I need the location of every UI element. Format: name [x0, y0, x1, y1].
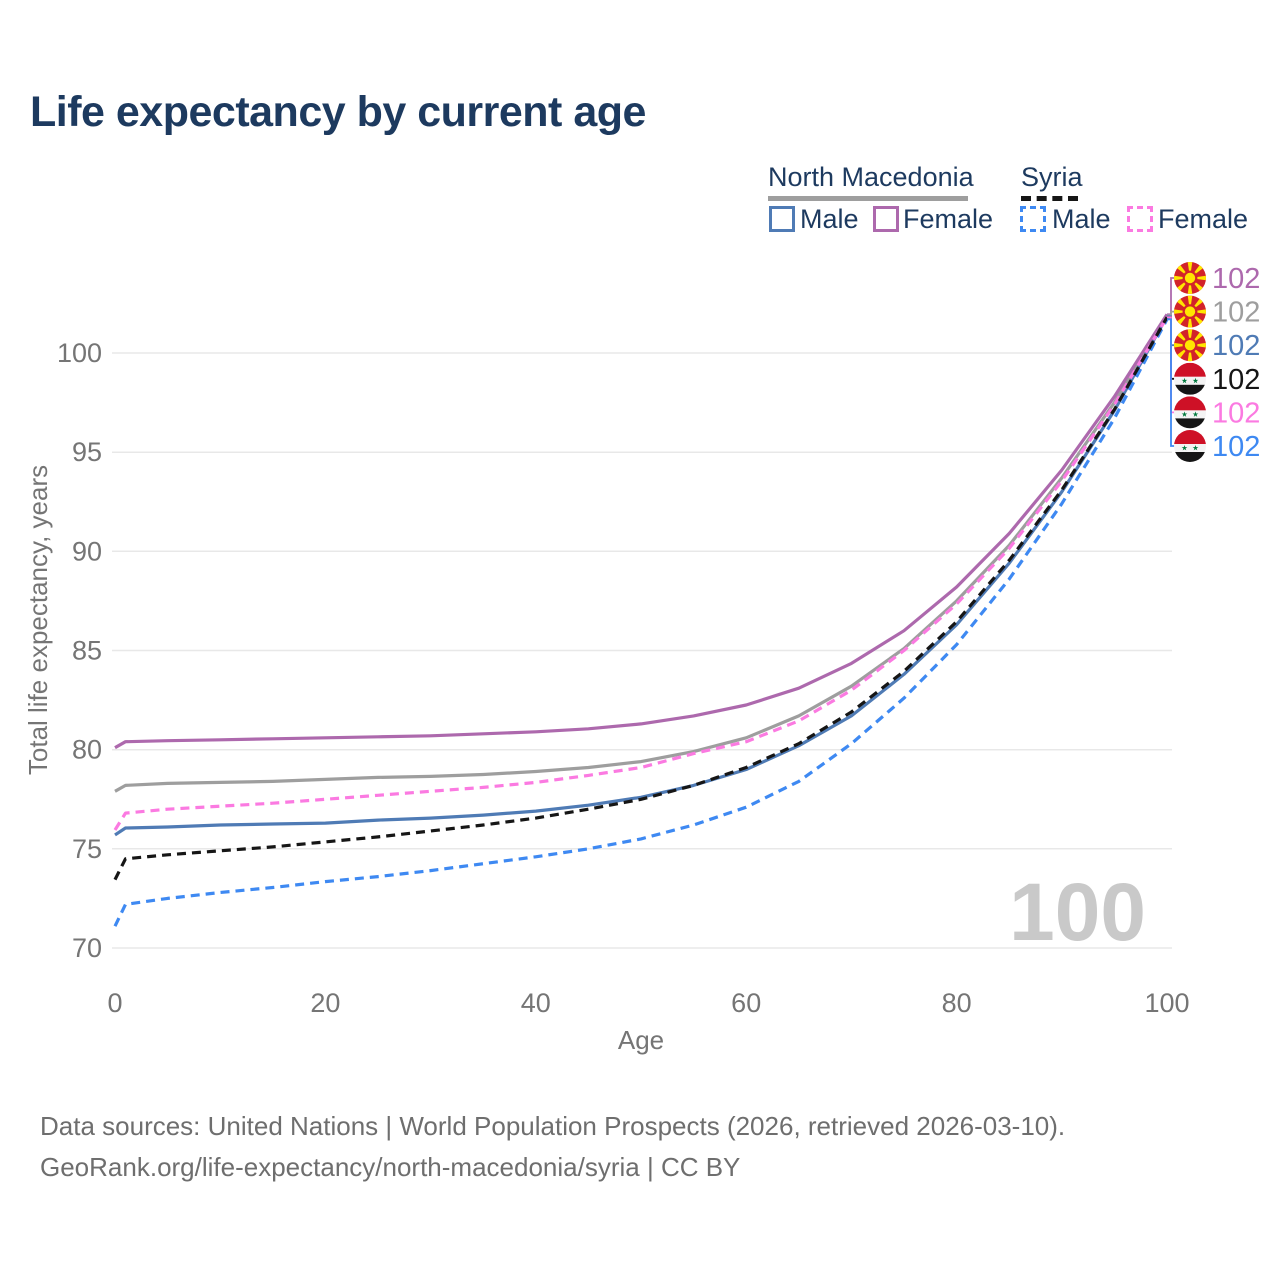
series-line-syria-male[interactable]: [113, 318, 1169, 927]
north-macedonia-female-swatch[interactable]: [873, 206, 899, 232]
series-line-north-macedonia-male[interactable]: [114, 315, 1169, 837]
y-tick-95: 95: [72, 437, 102, 467]
x-tick-20: 20: [310, 988, 340, 1018]
north-macedonia-line-swatch: [768, 196, 968, 201]
y-tick-90: 90: [72, 536, 102, 566]
leader-line: [1167, 316, 1177, 414]
end-value-label: 102: [1212, 431, 1260, 463]
y-tick-100: 100: [57, 338, 102, 368]
syria-flag-icon: [1174, 363, 1206, 395]
footer: Data sources: United Nations | World Pop…: [40, 1106, 1065, 1188]
age-counter: 100: [1009, 867, 1146, 958]
y-tick-75: 75: [72, 834, 102, 864]
legend-item-sy-male[interactable]: Male: [1052, 204, 1111, 234]
legend-group-north-macedonia[interactable]: North Macedonia: [768, 162, 974, 192]
end-value-label: 102: [1212, 330, 1260, 362]
legend: North Macedonia Male Female Syria Male F…: [0, 0, 1280, 250]
y-axis-title: Total life expectancy, years: [23, 465, 53, 775]
syria-female-swatch[interactable]: [1127, 206, 1153, 232]
y-tick-80: 80: [72, 735, 102, 765]
end-value-label: 102: [1212, 397, 1260, 429]
attribution-line[interactable]: GeoRank.org/life-expectancy/north-macedo…: [40, 1152, 741, 1182]
x-tick-80: 80: [942, 988, 972, 1018]
syria-male-swatch[interactable]: [1020, 206, 1046, 232]
syria-flag-icon: [1174, 430, 1206, 462]
x-tick-100: 100: [1144, 988, 1189, 1018]
legend-item-nm-female[interactable]: Female: [903, 204, 994, 234]
data-source-line: Data sources: United Nations | World Pop…: [40, 1111, 1066, 1141]
x-tick-40: 40: [521, 988, 551, 1018]
series-line-north-macedonia-both[interactable]: [114, 314, 1169, 793]
legend-group-syria[interactable]: Syria: [1021, 162, 1083, 192]
x-tick-60: 60: [731, 988, 761, 1018]
syria-flag-icon: [1174, 396, 1206, 428]
north-macedonia-flag-icon: [1173, 295, 1207, 329]
y-tick-70: 70: [72, 933, 102, 963]
series-line-syria-female[interactable]: [113, 316, 1169, 831]
series-line-syria-both[interactable]: [113, 316, 1169, 881]
syria-line-swatch: [1021, 196, 1078, 201]
x-tick-0: 0: [107, 988, 122, 1018]
legend-item-nm-male[interactable]: Male: [800, 204, 859, 234]
x-axis-title: Age: [618, 1025, 664, 1055]
end-value-label: 102: [1212, 263, 1260, 295]
page-title: Life expectancy by current age: [30, 88, 646, 136]
end-value-label: 102: [1212, 297, 1260, 329]
north-macedonia-flag-icon: [1173, 328, 1207, 362]
north-macedonia-male-swatch[interactable]: [769, 206, 795, 232]
north-macedonia-flag-icon: [1173, 261, 1207, 295]
legend-item-sy-female[interactable]: Female: [1158, 204, 1249, 234]
series-line-north-macedonia-female[interactable]: [114, 313, 1169, 750]
end-value-label: 102: [1212, 364, 1260, 396]
y-tick-85: 85: [72, 636, 102, 666]
